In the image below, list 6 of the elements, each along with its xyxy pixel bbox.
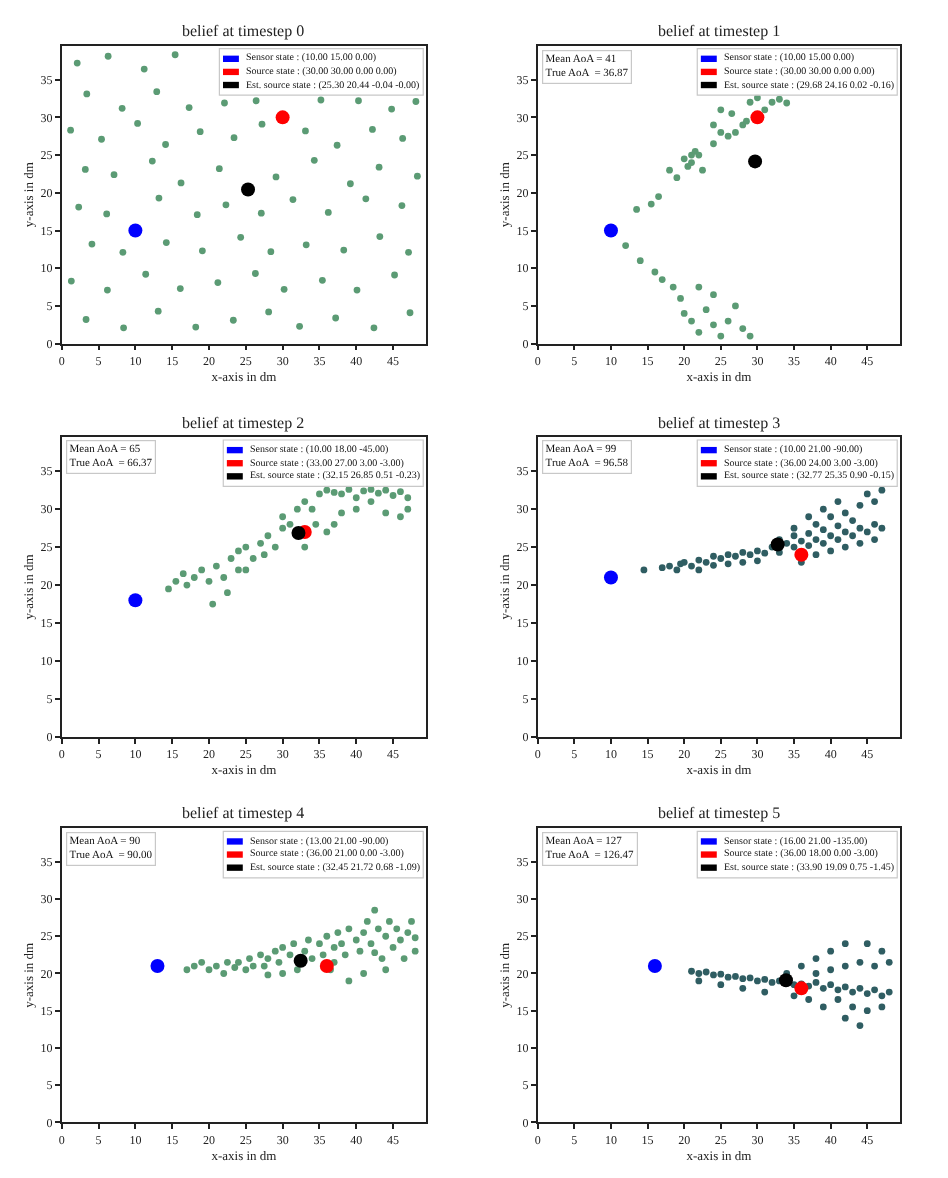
chart-title: belief at timestep 0 <box>182 22 305 40</box>
chart-title: belief at timestep 3 <box>658 414 781 432</box>
chart-title: belief at timestep 2 <box>182 414 305 432</box>
chart-title: belief at timestep 1 <box>658 22 781 40</box>
chart-title: belief at timestep 5 <box>658 804 781 822</box>
chart-title: belief at timestep 4 <box>182 804 305 822</box>
